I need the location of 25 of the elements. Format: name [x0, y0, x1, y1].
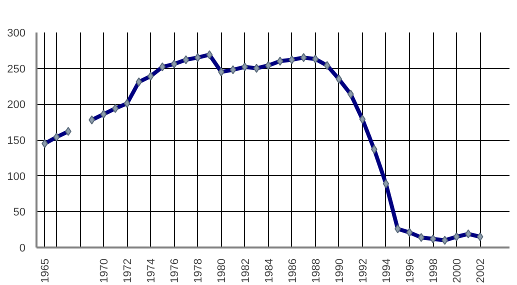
x-tick-label: 2000: [452, 258, 464, 283]
y-tick-label: 0: [19, 242, 26, 254]
y-tick-label: 150: [7, 135, 26, 147]
x-tick-label: 1994: [380, 258, 393, 283]
x-tick-label: 1988: [310, 258, 322, 283]
y-tick-label: 50: [13, 206, 26, 219]
y-tick-label: 100: [7, 170, 26, 183]
x-tick-label: 1998: [428, 258, 440, 283]
x-tick-label: 1970: [98, 258, 111, 283]
x-tick-label: 1992: [357, 258, 370, 283]
x-tick-label: 1982: [240, 258, 252, 283]
y-tick-label: 300: [7, 28, 26, 40]
y-tick-label: 200: [7, 99, 26, 112]
y-tick-label: 250: [7, 63, 26, 76]
x-tick-label: 1980: [216, 258, 228, 283]
x-tick-label: 2002: [475, 258, 488, 283]
x-tick-label: 1996: [404, 258, 416, 283]
x-tick-label: 1984: [263, 258, 276, 283]
x-tick-label: 1974: [146, 258, 158, 283]
x-tick-label: 1986: [286, 258, 299, 283]
x-tick-label: 1965: [40, 258, 52, 283]
x-tick-label: 1990: [334, 258, 346, 283]
x-tick-label: 1972: [122, 258, 134, 283]
x-tick-label: 1978: [192, 258, 205, 283]
x-tick-label: 1976: [169, 258, 182, 283]
